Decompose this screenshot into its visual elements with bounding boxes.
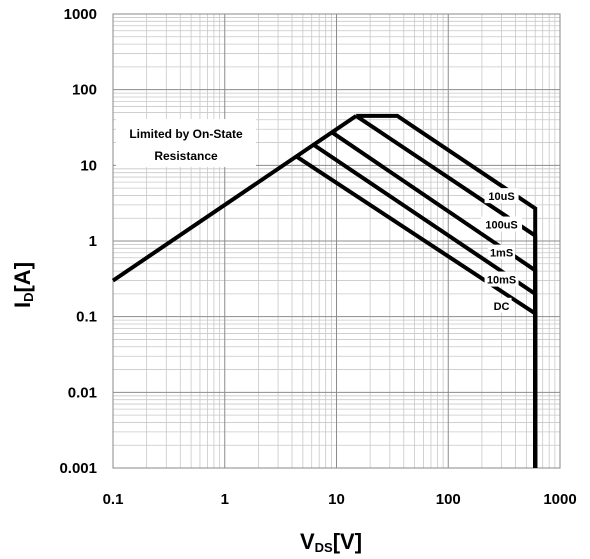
series-label-bg <box>481 216 523 232</box>
series-label-bg <box>488 244 516 260</box>
x-axis-label-sub: DS <box>315 540 333 555</box>
x-tick-label: 1 <box>221 491 229 508</box>
y-tick-label: 1 <box>89 233 97 250</box>
x-axis-label-main: V <box>300 529 315 554</box>
series-label-1ms: 1mS <box>490 248 513 260</box>
y-tick-label: 0.1 <box>76 309 97 326</box>
y-tick-label: 1000 <box>64 6 97 23</box>
series-label-10ms: 10mS <box>487 275 516 287</box>
x-tick-labels: 0.1 1 10 100 1000 <box>103 491 577 508</box>
x-tick-label: 10 <box>328 491 345 508</box>
series-label-bg <box>484 271 519 287</box>
series-label-bg <box>484 188 519 204</box>
y-tick-label: 0.001 <box>59 460 97 477</box>
x-tick-label: 0.1 <box>103 491 124 508</box>
series-label-100us: 100uS <box>485 220 517 232</box>
y-tick-label: 100 <box>72 82 97 99</box>
series-line-dc <box>295 155 538 468</box>
x-axis-label: VDS[V] <box>300 529 362 555</box>
y-tick-labels: 0.001 0.01 0.1 1 10 100 1000 <box>59 6 97 477</box>
x-tick-label: 100 <box>436 491 461 508</box>
plot-frame <box>112 13 561 469</box>
series-lines <box>111 113 538 468</box>
y-tick-label: 10 <box>80 157 97 174</box>
x-axis-label-unit: [V] <box>333 529 362 554</box>
limit-line <box>111 114 358 283</box>
series-labels: 10uS 100uS 1mS 10mS DC <box>481 188 523 313</box>
x-tick-label: 1000 <box>543 491 576 508</box>
annotation-line-1: Limited by On-State <box>129 127 243 141</box>
y-axis-label-main: I <box>10 302 35 308</box>
y-tick-label: 0.01 <box>68 384 97 401</box>
svg-text:VDS[V]: VDS[V] <box>300 529 362 555</box>
annotation-line-2: Resistance <box>154 149 218 163</box>
y-axis-label-unit: [A] <box>10 262 35 293</box>
svg-text:ID[A]: ID[A] <box>10 262 36 308</box>
series-label-dc: DC <box>494 301 510 313</box>
y-axis-label: ID[A] <box>10 262 36 308</box>
y-axis-label-sub: D <box>21 293 36 302</box>
series-label-10us: 10uS <box>488 191 514 203</box>
series-label-bg <box>491 297 512 313</box>
annotation-box: Limited by On-State Resistance <box>116 119 256 167</box>
